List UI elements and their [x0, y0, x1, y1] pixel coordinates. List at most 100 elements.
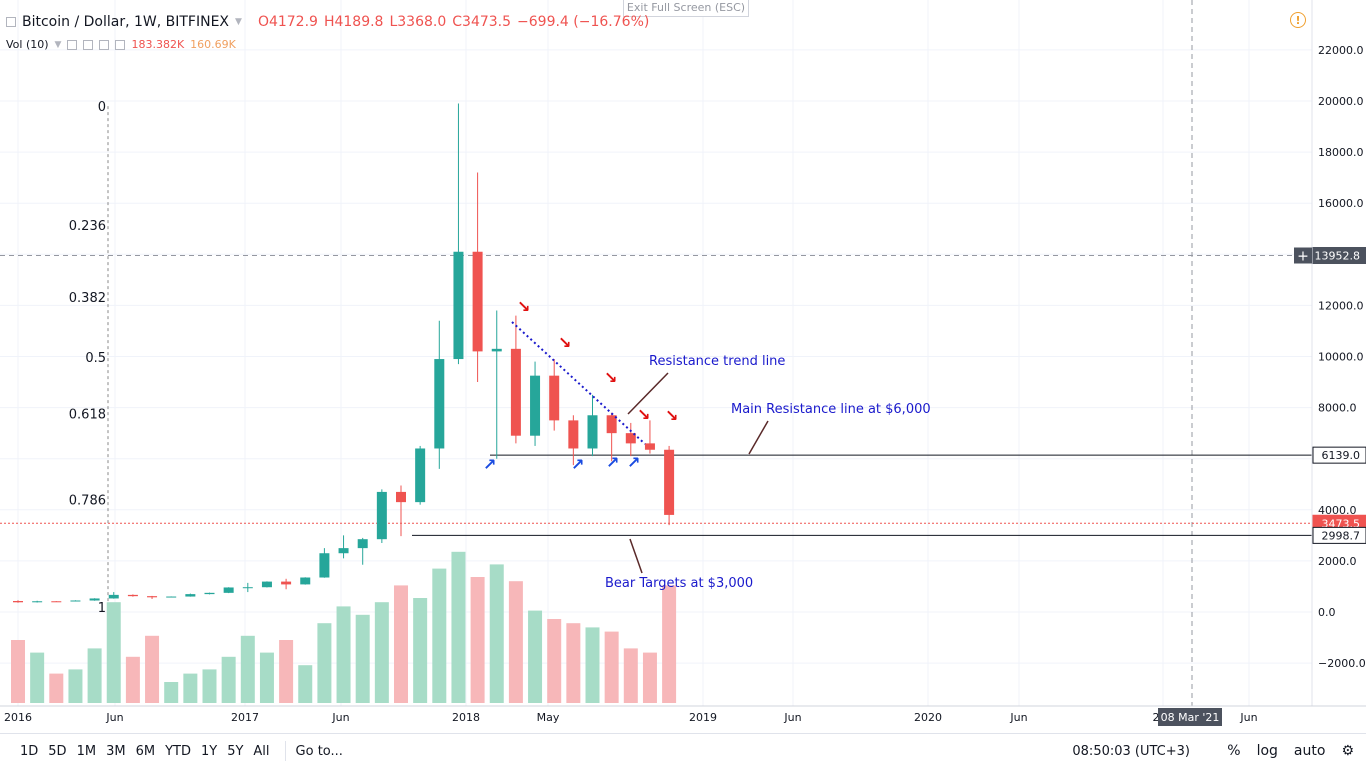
crosshair-date-label: 08 Mar '21 — [1161, 711, 1220, 724]
candle-body — [587, 415, 598, 449]
volume-bar — [68, 669, 83, 703]
fibonacci-retracement: 0 0.236 0.382 0.5 0.618 0.786 1 — [69, 100, 109, 616]
change-value: −699.4 (−16.76%) — [517, 14, 650, 30]
candle-body — [300, 577, 311, 585]
volume-bar — [528, 610, 543, 703]
price-tick-label: −2000.0 — [1318, 657, 1366, 670]
close-icon[interactable] — [115, 39, 126, 50]
settings-icon[interactable] — [83, 39, 94, 50]
candle-body — [606, 415, 617, 434]
candle-body — [664, 449, 675, 515]
time-axis: 2016Jun2017Jun2018May2019Jun2020Jun202Ju… — [0, 705, 1366, 726]
volume-bar — [145, 635, 160, 703]
time-tick-label: Jun — [105, 711, 123, 724]
timeframe-1d[interactable]: 1D — [20, 743, 39, 759]
open-value: O4172.9 — [257, 14, 318, 30]
volume-bar — [317, 623, 332, 703]
volume-bar — [413, 598, 428, 703]
plus-icon[interactable] — [99, 39, 110, 50]
candle-body — [530, 375, 541, 436]
volume-bar — [164, 682, 179, 703]
candle-body — [281, 581, 292, 585]
collapse-legend-icon[interactable] — [6, 17, 16, 27]
time-tick-label: 2020 — [914, 711, 942, 724]
volume-bar — [508, 581, 523, 703]
annotations: ↘ ↘ ↘ ↘ ↘ ↗ ↗ ↗ ↗ Resistance trend line Main Resis… — [483, 297, 931, 591]
volume-bar — [11, 640, 25, 703]
timeframe-1y[interactable]: 1Y — [200, 743, 218, 759]
chevron-down-icon[interactable]: ▼ — [54, 39, 62, 50]
timeframe-5d[interactable]: 5D — [48, 743, 67, 759]
chevron-down-icon[interactable]: ▼ — [235, 17, 242, 27]
timeframe-3m[interactable]: 3M — [106, 743, 126, 759]
high-value: H4189.8 — [323, 14, 384, 30]
scale-controls: % log auto ⚙ — [1227, 743, 1354, 759]
blue-arrow-icon: ↗ — [627, 453, 640, 472]
volume-value: 183.382K — [131, 38, 185, 51]
annotation-pointer — [627, 372, 669, 415]
volume-bar — [585, 627, 600, 703]
timeframe-all[interactable]: All — [253, 743, 270, 759]
volume-bar — [298, 665, 313, 703]
exit-fullscreen-button[interactable]: Exit Full Screen (ESC) — [623, 0, 749, 17]
symbol-title: Bitcoin / Dollar, 1W, BITFINEX — [22, 14, 230, 30]
candle-body — [204, 592, 215, 595]
timeframe-5y[interactable]: 5Y — [227, 743, 244, 759]
candlestick-chart[interactable]: 0 0.236 0.382 0.5 0.618 0.786 1 ↘ ↘ ↘ ↘ ↘ ↗ ↗ ↗ ↗ Resis… — [0, 0, 1366, 733]
volume-bar — [202, 669, 217, 703]
candle-body — [396, 491, 406, 503]
volume-bar — [566, 623, 581, 703]
volume-bar — [87, 648, 102, 703]
volume-bar — [662, 585, 677, 703]
crosshair-plus-box — [1294, 247, 1312, 264]
candle-body — [185, 594, 196, 597]
log-scale-toggle[interactable]: log — [1256, 743, 1278, 759]
volume-bar — [106, 602, 121, 703]
candle-body — [453, 251, 464, 360]
candle-body — [357, 539, 368, 549]
gear-icon[interactable]: ⚙ — [1341, 743, 1354, 759]
blue-arrow-icon: ↗ — [571, 455, 584, 474]
time-tick-label: May — [537, 711, 560, 724]
red-arrow-icon: ↘ — [637, 405, 650, 424]
candle-body — [242, 587, 253, 589]
volume-bar — [30, 652, 45, 703]
fib-level-label: 0.236 — [69, 219, 106, 234]
candle-body — [261, 581, 272, 588]
annotation-bear-targets: Bear Targets at $3,000 — [605, 576, 753, 591]
crosshair-date-box — [1158, 708, 1222, 726]
goto-date-button[interactable]: Go to... — [295, 743, 343, 759]
auto-scale-toggle[interactable]: auto — [1293, 743, 1326, 759]
candle-body — [434, 359, 445, 449]
candle-body — [568, 420, 579, 449]
price-label-box — [1312, 247, 1366, 265]
candle-body — [32, 601, 43, 603]
fib-level-label: 0 — [98, 100, 106, 115]
volume-bar — [451, 551, 466, 703]
clock-timezone[interactable]: 08:50:03 (UTC+3) — [1072, 743, 1190, 759]
eye-icon[interactable] — [67, 39, 78, 50]
timeframe-ytd[interactable]: YTD — [165, 743, 191, 759]
volume-bar — [623, 648, 638, 703]
candle-body — [415, 448, 426, 503]
percent-scale-toggle[interactable]: % — [1227, 743, 1241, 759]
annotation-resistance-trend: Resistance trend line — [649, 354, 785, 369]
price-label: 13952.8 — [1315, 250, 1361, 263]
time-tick-label: Jun — [1239, 711, 1257, 724]
volume-label: Vol (10) — [6, 38, 49, 51]
candle-body — [491, 348, 502, 352]
timeframe-6m[interactable]: 6M — [135, 743, 156, 759]
candle-body — [166, 596, 177, 598]
candle-body — [319, 553, 330, 578]
price-tick-label: 18000.0 — [1318, 146, 1364, 159]
horizontal-levels — [0, 454, 1312, 536]
volume-bar — [374, 602, 389, 703]
red-arrow-icon: ↘ — [604, 368, 617, 387]
blue-arrow-icon: ↗ — [483, 455, 496, 474]
candle-body — [510, 348, 521, 436]
timeframe-1m[interactable]: 1M — [76, 743, 97, 759]
price-candles — [13, 103, 675, 603]
volume-legend: Vol (10) ▼ 183.382K 160.69K — [6, 38, 236, 51]
warning-icon[interactable]: ! — [1290, 12, 1306, 28]
time-tick-label: Jun — [331, 711, 349, 724]
